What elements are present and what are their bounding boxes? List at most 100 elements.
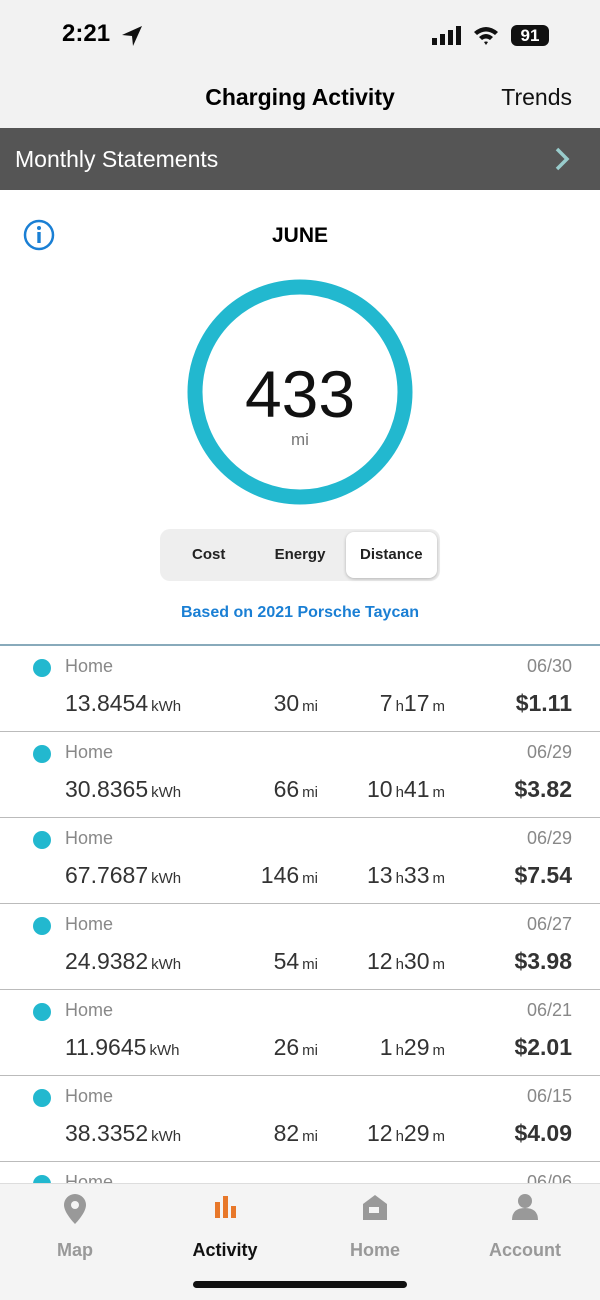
session-location: Home xyxy=(65,742,114,762)
duration-unit: m xyxy=(432,956,446,973)
status-dot xyxy=(33,831,51,849)
home-indicator xyxy=(193,1281,407,1288)
duration-value: 29 xyxy=(403,1120,430,1146)
duration-unit: m xyxy=(432,1128,446,1145)
energy: 67.7687 kWh xyxy=(65,862,181,889)
divider xyxy=(0,644,600,646)
duration-unit: m xyxy=(432,1042,446,1059)
signal-wifi-icons xyxy=(432,26,498,45)
status-dot xyxy=(33,1003,51,1021)
duration-unit: m xyxy=(432,698,446,715)
distance: 26 mi xyxy=(274,1034,318,1061)
distance-value: 30 xyxy=(273,690,300,716)
tab-label[interactable]: Activity xyxy=(192,1240,258,1260)
session-date: 06/15 xyxy=(526,1086,572,1106)
duration-value: 12 xyxy=(366,1120,393,1146)
session-location: Home xyxy=(65,656,114,676)
duration-value: 41 xyxy=(403,776,430,802)
distance: 146 mi xyxy=(261,862,318,889)
duration-value: 7 xyxy=(379,690,393,716)
segment[interactable]: Distance xyxy=(345,532,437,578)
duration-value: 12 xyxy=(366,948,393,974)
duration-unit: h xyxy=(395,1128,404,1145)
energy-unit: kWh xyxy=(151,956,182,973)
session-row[interactable]: Home 06/30 13.8454 kWh 30 mi 7 h17 m $1.11 xyxy=(0,646,600,732)
summary-value: 433 xyxy=(244,357,356,431)
distance: 54 mi xyxy=(274,948,318,975)
distance-value: 26 xyxy=(273,1034,300,1060)
duration-unit: h xyxy=(395,698,404,715)
energy-value: 38.3352 xyxy=(65,1120,149,1146)
session-row[interactable]: Home 06/27 24.9382 kWh 54 mi 12 h30 m $3.98 xyxy=(0,904,600,990)
segment[interactable]: Energy xyxy=(274,546,326,563)
distance: 82 mi xyxy=(274,1120,318,1147)
duration: 7 h17 m xyxy=(380,690,445,717)
tab-label[interactable]: Home xyxy=(349,1240,400,1260)
cost: $3.82 xyxy=(514,776,572,803)
distance: 66 mi xyxy=(274,776,318,803)
duration-unit: h xyxy=(395,784,404,801)
page-title: Charging Activity xyxy=(205,84,395,110)
status-dot xyxy=(33,917,51,935)
info-icon[interactable] xyxy=(22,218,56,252)
cost-value: $4.09 xyxy=(514,1120,572,1146)
session-location: Home xyxy=(65,1086,114,1106)
duration-value: 30 xyxy=(403,948,430,974)
tab-label[interactable]: Map xyxy=(57,1240,93,1260)
session-date: 06/27 xyxy=(526,914,572,934)
session-row[interactable]: Home 06/21 11.9645 kWh 26 mi 1 h29 m $2.01 xyxy=(0,990,600,1076)
duration-value: 10 xyxy=(366,776,393,802)
tab-label[interactable]: Account xyxy=(489,1240,561,1260)
duration-value: 17 xyxy=(403,690,430,716)
distance-value: 66 xyxy=(273,776,300,802)
tab-bar xyxy=(0,1183,600,1300)
duration: 1 h29 m xyxy=(380,1034,445,1061)
distance-unit: mi xyxy=(302,1042,318,1059)
cost: $7.54 xyxy=(514,862,572,889)
location-icon xyxy=(122,26,142,46)
cost: $1.11 xyxy=(516,690,572,717)
session-date: 06/30 xyxy=(526,656,572,676)
energy-value: 13.8454 xyxy=(65,690,149,716)
session-date: 06/29 xyxy=(526,742,572,762)
segment[interactable]: Cost xyxy=(191,546,226,563)
energy-unit: kWh xyxy=(151,1128,182,1145)
vehicle-note[interactable]: Based on 2021 Porsche Taycan xyxy=(180,604,420,621)
distance-unit: mi xyxy=(302,698,318,715)
distance-value: 146 xyxy=(260,862,300,888)
energy: 24.9382 kWh xyxy=(65,948,181,975)
statements-banner[interactable]: Monthly Statements xyxy=(0,128,600,190)
energy-unit: kWh xyxy=(149,1042,180,1059)
cost-value: $3.82 xyxy=(514,776,572,802)
duration: 12 h29 m xyxy=(367,1120,445,1147)
duration-value: 33 xyxy=(403,862,430,888)
energy-value: 24.9382 xyxy=(65,948,149,974)
distance-value: 54 xyxy=(273,948,300,974)
summary-unit: mi xyxy=(291,430,309,449)
session-row[interactable]: Home 06/29 67.7687 kWh 146 mi 13 h33 m $7.54 xyxy=(0,818,600,904)
cost: $3.98 xyxy=(514,948,572,975)
duration: 10 h41 m xyxy=(367,776,445,803)
duration-value: 1 xyxy=(379,1034,393,1060)
cost-value: $7.54 xyxy=(514,862,572,888)
session-date: 06/29 xyxy=(526,828,572,848)
session-row[interactable]: Home 06/29 30.8365 kWh 66 mi 10 h41 m $3.82 xyxy=(0,732,600,818)
top-bar xyxy=(0,0,600,128)
cost-value: $2.01 xyxy=(514,1034,572,1060)
month-label: JUNE xyxy=(271,224,329,247)
status-dot xyxy=(33,745,51,763)
banner-title: Monthly Statements xyxy=(15,146,219,172)
distance-unit: mi xyxy=(302,956,318,973)
duration: 12 h30 m xyxy=(367,948,445,975)
summary-ring xyxy=(187,279,413,505)
session-location: Home xyxy=(65,1000,114,1020)
distance: 30 mi xyxy=(274,690,318,717)
energy-unit: kWh xyxy=(151,870,182,887)
trends-link[interactable]: Trends xyxy=(501,84,572,110)
session-row[interactable]: Home 06/15 38.3352 kWh 82 mi 12 h29 m $4.09 xyxy=(0,1076,600,1162)
status-dot xyxy=(33,1089,51,1107)
duration-unit: h xyxy=(395,1042,404,1059)
duration-value: 13 xyxy=(366,862,393,888)
cost: $2.01 xyxy=(514,1034,572,1061)
distance-unit: mi xyxy=(302,784,318,801)
